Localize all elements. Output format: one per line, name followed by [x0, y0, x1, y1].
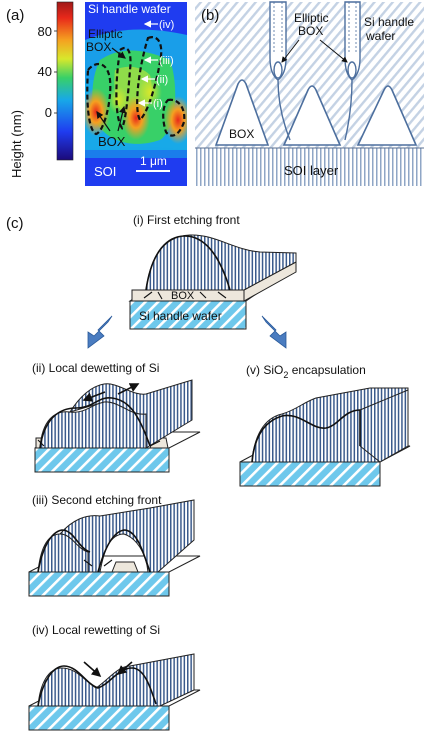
step-ii-title: (ii) Local dewetting of Si: [32, 361, 159, 375]
colorbar-ticks: 80 40 0: [38, 24, 57, 120]
map-box-label: BOX: [98, 134, 126, 149]
step-i-box-label: BOX: [171, 290, 195, 302]
b-box-label: BOX: [229, 127, 254, 141]
colorbar: [56, 1, 74, 161]
flow-arrow: [261, 315, 287, 349]
step-v-title-suffix: encapsulation: [288, 363, 365, 377]
flow-arrow: [87, 315, 113, 349]
step-v-diagram: [239, 387, 411, 487]
marker-label: (iv): [159, 19, 174, 31]
b-handle-wafer-line: wafer: [365, 29, 395, 43]
colorbar-tick-label: 80: [38, 24, 52, 39]
step-iv-diagram: [28, 653, 201, 731]
b-elliptic-box-line: BOX: [298, 24, 323, 38]
step-i-handle-label: Si handle wafer: [139, 309, 222, 323]
box-triangle: [356, 85, 418, 146]
map-elliptic-box-label: Elliptic BOX: [86, 27, 126, 54]
marker-label: (i): [153, 98, 163, 110]
step-iv-title: (iv) Local rewetting of Si: [32, 623, 160, 637]
colorbar-tick-label: 40: [38, 64, 52, 79]
marker-label: (ii): [156, 74, 168, 86]
map-elliptic-box-line: BOX: [86, 40, 111, 54]
map-elliptic-box-line: Elliptic: [88, 27, 123, 41]
elliptic-box-void: [347, 61, 357, 79]
marker-label: (iii): [159, 55, 174, 67]
panel-c-label: (c): [6, 215, 24, 232]
step-v-title-sub: 2: [283, 370, 288, 380]
panel-a-label: (a): [6, 7, 24, 24]
panel-b-label: (b): [201, 7, 219, 24]
step-iii-title: (iii) Second etching front: [32, 493, 162, 507]
step-i-diagram: [128, 234, 297, 330]
step-ii-diagram: [34, 379, 201, 473]
colorbar-tick-label: 0: [45, 105, 52, 120]
step-iii-diagram: [28, 499, 201, 597]
colorbar-axis-label: Height (nm): [9, 110, 24, 178]
map-title: Si handle wafer: [88, 2, 171, 16]
elliptic-box-void: [273, 61, 283, 79]
step-i-title: (i) First etching front: [133, 213, 240, 227]
step-v-title: (v) SiO2 encapsulation: [246, 363, 366, 380]
b-soi-layer-label: SOI layer: [284, 163, 339, 178]
b-handle-wafer-line: Si handle: [364, 15, 414, 29]
b-handle-wafer-label: Si handle wafer: [364, 15, 417, 43]
scale-bar-label: 1 μm: [140, 154, 167, 168]
b-elliptic-box-label: Elliptic BOX: [294, 11, 332, 38]
box-triangle: [214, 79, 270, 146]
b-elliptic-box-line: Elliptic: [294, 11, 329, 25]
panel-b: [195, 1, 424, 186]
box-triangle: [282, 85, 342, 146]
step-v-title-prefix: (v) SiO: [246, 363, 283, 377]
map-soi-label: SOI: [94, 164, 116, 179]
